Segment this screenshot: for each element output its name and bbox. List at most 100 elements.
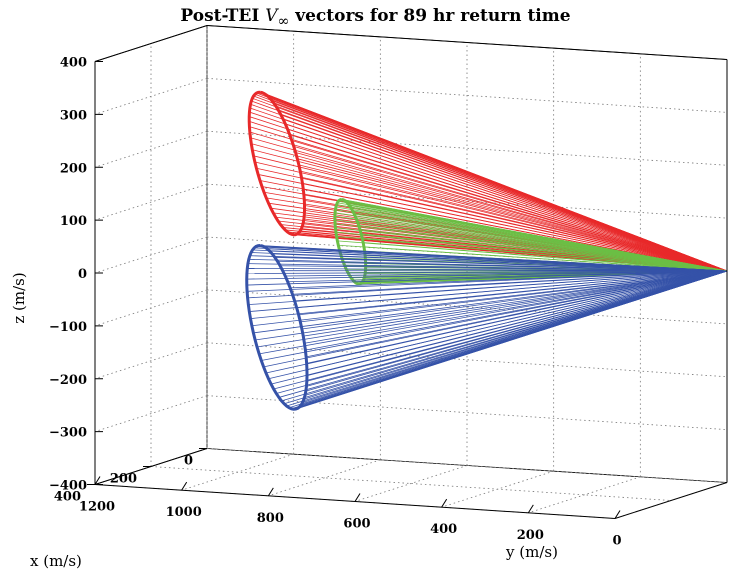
cone-spoke <box>355 217 728 272</box>
cone-spoke <box>361 233 728 272</box>
z-axis-label: z (m/s) <box>10 272 28 323</box>
cone-spoke <box>301 270 728 330</box>
y-tick-mark <box>527 504 534 514</box>
cone-spoke <box>246 270 728 274</box>
cone-spoke <box>261 92 728 272</box>
x-tick-label: 0 <box>184 454 193 469</box>
cone-spoke <box>291 140 728 272</box>
cone-spoke <box>306 270 728 358</box>
cone-ring <box>245 244 309 411</box>
chart-title: Post-TEI V∞ vectors for 89 hr return tim… <box>0 6 751 29</box>
cone-spoke <box>357 220 728 272</box>
cone-spoke <box>255 270 728 341</box>
z-tick-label: 0 <box>78 267 87 282</box>
cone-spoke <box>290 270 728 289</box>
box-edge <box>614 482 728 519</box>
cone-spoke <box>354 213 728 272</box>
grid-line <box>150 466 672 501</box>
grid-line <box>268 459 381 497</box>
z-tick-label: 200 <box>60 161 87 176</box>
z-tick-label: 100 <box>60 214 87 229</box>
grid-line <box>94 342 208 380</box>
y-tick-mark <box>354 493 361 502</box>
z-tick-label: −200 <box>49 373 87 388</box>
cone-spoke <box>246 270 728 280</box>
cone-spoke <box>252 149 728 272</box>
cone-spoke <box>352 210 728 272</box>
series-layer <box>245 90 728 411</box>
z-tick-label: 400 <box>60 56 87 71</box>
cone-spoke <box>295 152 728 272</box>
y-tick-mark <box>94 476 101 485</box>
cone-spoke <box>274 256 728 272</box>
y-tick-label: 1000 <box>166 505 202 520</box>
cone-spoke <box>362 237 728 272</box>
grid-line <box>94 130 208 168</box>
title-symbol: V∞ <box>265 6 290 30</box>
cone-spoke <box>278 109 728 272</box>
title-symbol-letter: V <box>265 6 278 26</box>
cone-spoke <box>297 158 728 272</box>
cone-spoke <box>343 199 728 272</box>
y-axis-label: y (m/s) <box>505 543 558 561</box>
grid-line <box>354 465 468 502</box>
cone-spoke <box>302 182 728 272</box>
cone-spoke <box>282 118 728 272</box>
cone-spoke <box>285 270 728 277</box>
grid-line <box>206 130 728 166</box>
cone-spoke <box>287 128 728 272</box>
cone-spoke <box>363 242 728 272</box>
cone-spoke <box>251 143 728 272</box>
title-prefix: Post-TEI <box>180 6 266 26</box>
y-tick-label: 800 <box>257 511 284 526</box>
y-tick-mark <box>181 481 188 491</box>
cone-spoke <box>306 270 728 364</box>
grid-line <box>206 448 728 483</box>
y-tick-mark <box>267 487 274 497</box>
cone-spoke <box>302 270 728 403</box>
y-tick-label: 0 <box>612 534 621 549</box>
title-suffix: vectors for 89 hr return time <box>289 6 571 26</box>
cone-spoke <box>289 134 728 272</box>
cone-spoke <box>306 270 728 387</box>
grid-line <box>206 183 728 219</box>
cone-spoke <box>256 270 728 348</box>
z-tick-label: 300 <box>60 108 87 123</box>
x-tick-label: 400 <box>54 490 81 505</box>
x-axis-label: x (m/s) <box>30 552 82 570</box>
cone-spoke <box>272 253 728 272</box>
cone-spoke <box>287 270 728 283</box>
cone-spoke <box>293 146 728 272</box>
z-tick-label: −400 <box>49 479 87 494</box>
cone-spoke <box>296 270 728 309</box>
y-tick-label: 1200 <box>79 500 115 515</box>
grid-line <box>528 476 641 514</box>
box-edge <box>94 25 208 62</box>
cone-spoke <box>280 265 728 272</box>
grid-line <box>206 395 728 431</box>
cone-ring <box>333 197 368 286</box>
x-tick-label: 200 <box>110 472 137 487</box>
title-symbol-subscript: ∞ <box>277 13 290 30</box>
grid-line <box>94 183 208 221</box>
cone-spoke <box>306 270 728 382</box>
cone-spoke <box>262 245 728 272</box>
grid-line <box>94 395 208 433</box>
cone-spoke <box>303 188 728 272</box>
cone-spoke <box>285 123 728 272</box>
box-edge <box>206 25 728 60</box>
tick-labels: −400 −300 −200 −100 0 100 200 300 400 0 200 400 600 8… <box>49 56 622 549</box>
cone-spoke <box>300 270 728 323</box>
cone-spoke <box>305 270 728 392</box>
cone-spoke <box>294 270 728 302</box>
z-tick-label: −100 <box>49 320 87 335</box>
cone-spoke <box>292 270 728 295</box>
y-tick-mark <box>441 498 448 508</box>
cone-spoke <box>303 270 728 400</box>
cone-ring <box>247 90 307 237</box>
cone-spoke <box>359 229 728 272</box>
cone-spoke <box>305 270 728 351</box>
cone-spoke <box>303 270 728 337</box>
y-tick-label: 400 <box>430 522 457 537</box>
